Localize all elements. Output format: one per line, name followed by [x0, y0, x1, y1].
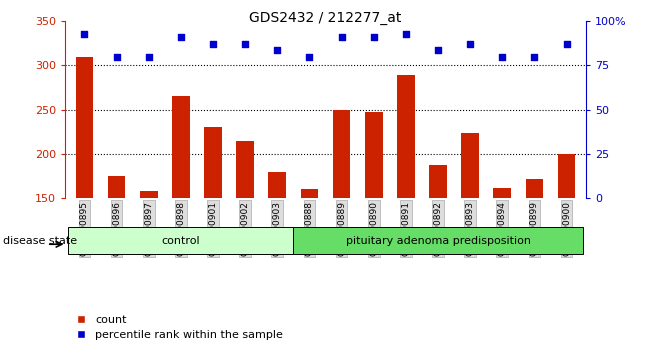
- Bar: [429, 165, 447, 198]
- Point: [465, 41, 475, 47]
- Text: control: control: [161, 236, 200, 246]
- Point: [143, 54, 154, 59]
- Bar: [268, 172, 286, 198]
- Point: [240, 41, 251, 47]
- Bar: [333, 110, 350, 198]
- Bar: [301, 189, 318, 198]
- Point: [208, 41, 218, 47]
- Bar: [172, 97, 189, 198]
- Bar: [558, 154, 575, 198]
- Point: [79, 31, 90, 36]
- Bar: [76, 57, 93, 198]
- Bar: [397, 75, 415, 198]
- Bar: [204, 127, 222, 198]
- FancyBboxPatch shape: [68, 227, 294, 254]
- Point: [337, 34, 347, 40]
- Bar: [236, 141, 254, 198]
- Point: [111, 54, 122, 59]
- FancyBboxPatch shape: [294, 227, 583, 254]
- Point: [304, 54, 314, 59]
- Legend: count, percentile rank within the sample: count, percentile rank within the sample: [71, 310, 288, 345]
- Point: [272, 47, 283, 52]
- Point: [561, 41, 572, 47]
- Bar: [525, 179, 544, 198]
- Bar: [140, 191, 158, 198]
- Point: [529, 54, 540, 59]
- Point: [497, 54, 508, 59]
- Bar: [107, 176, 126, 198]
- Point: [176, 34, 186, 40]
- Bar: [365, 113, 383, 198]
- Point: [433, 47, 443, 52]
- Text: pituitary adenoma predisposition: pituitary adenoma predisposition: [346, 236, 531, 246]
- Text: GDS2432 / 212277_at: GDS2432 / 212277_at: [249, 11, 402, 25]
- Point: [400, 31, 411, 36]
- Text: disease state: disease state: [3, 236, 77, 246]
- Bar: [493, 188, 511, 198]
- Bar: [462, 133, 479, 198]
- Point: [368, 34, 379, 40]
